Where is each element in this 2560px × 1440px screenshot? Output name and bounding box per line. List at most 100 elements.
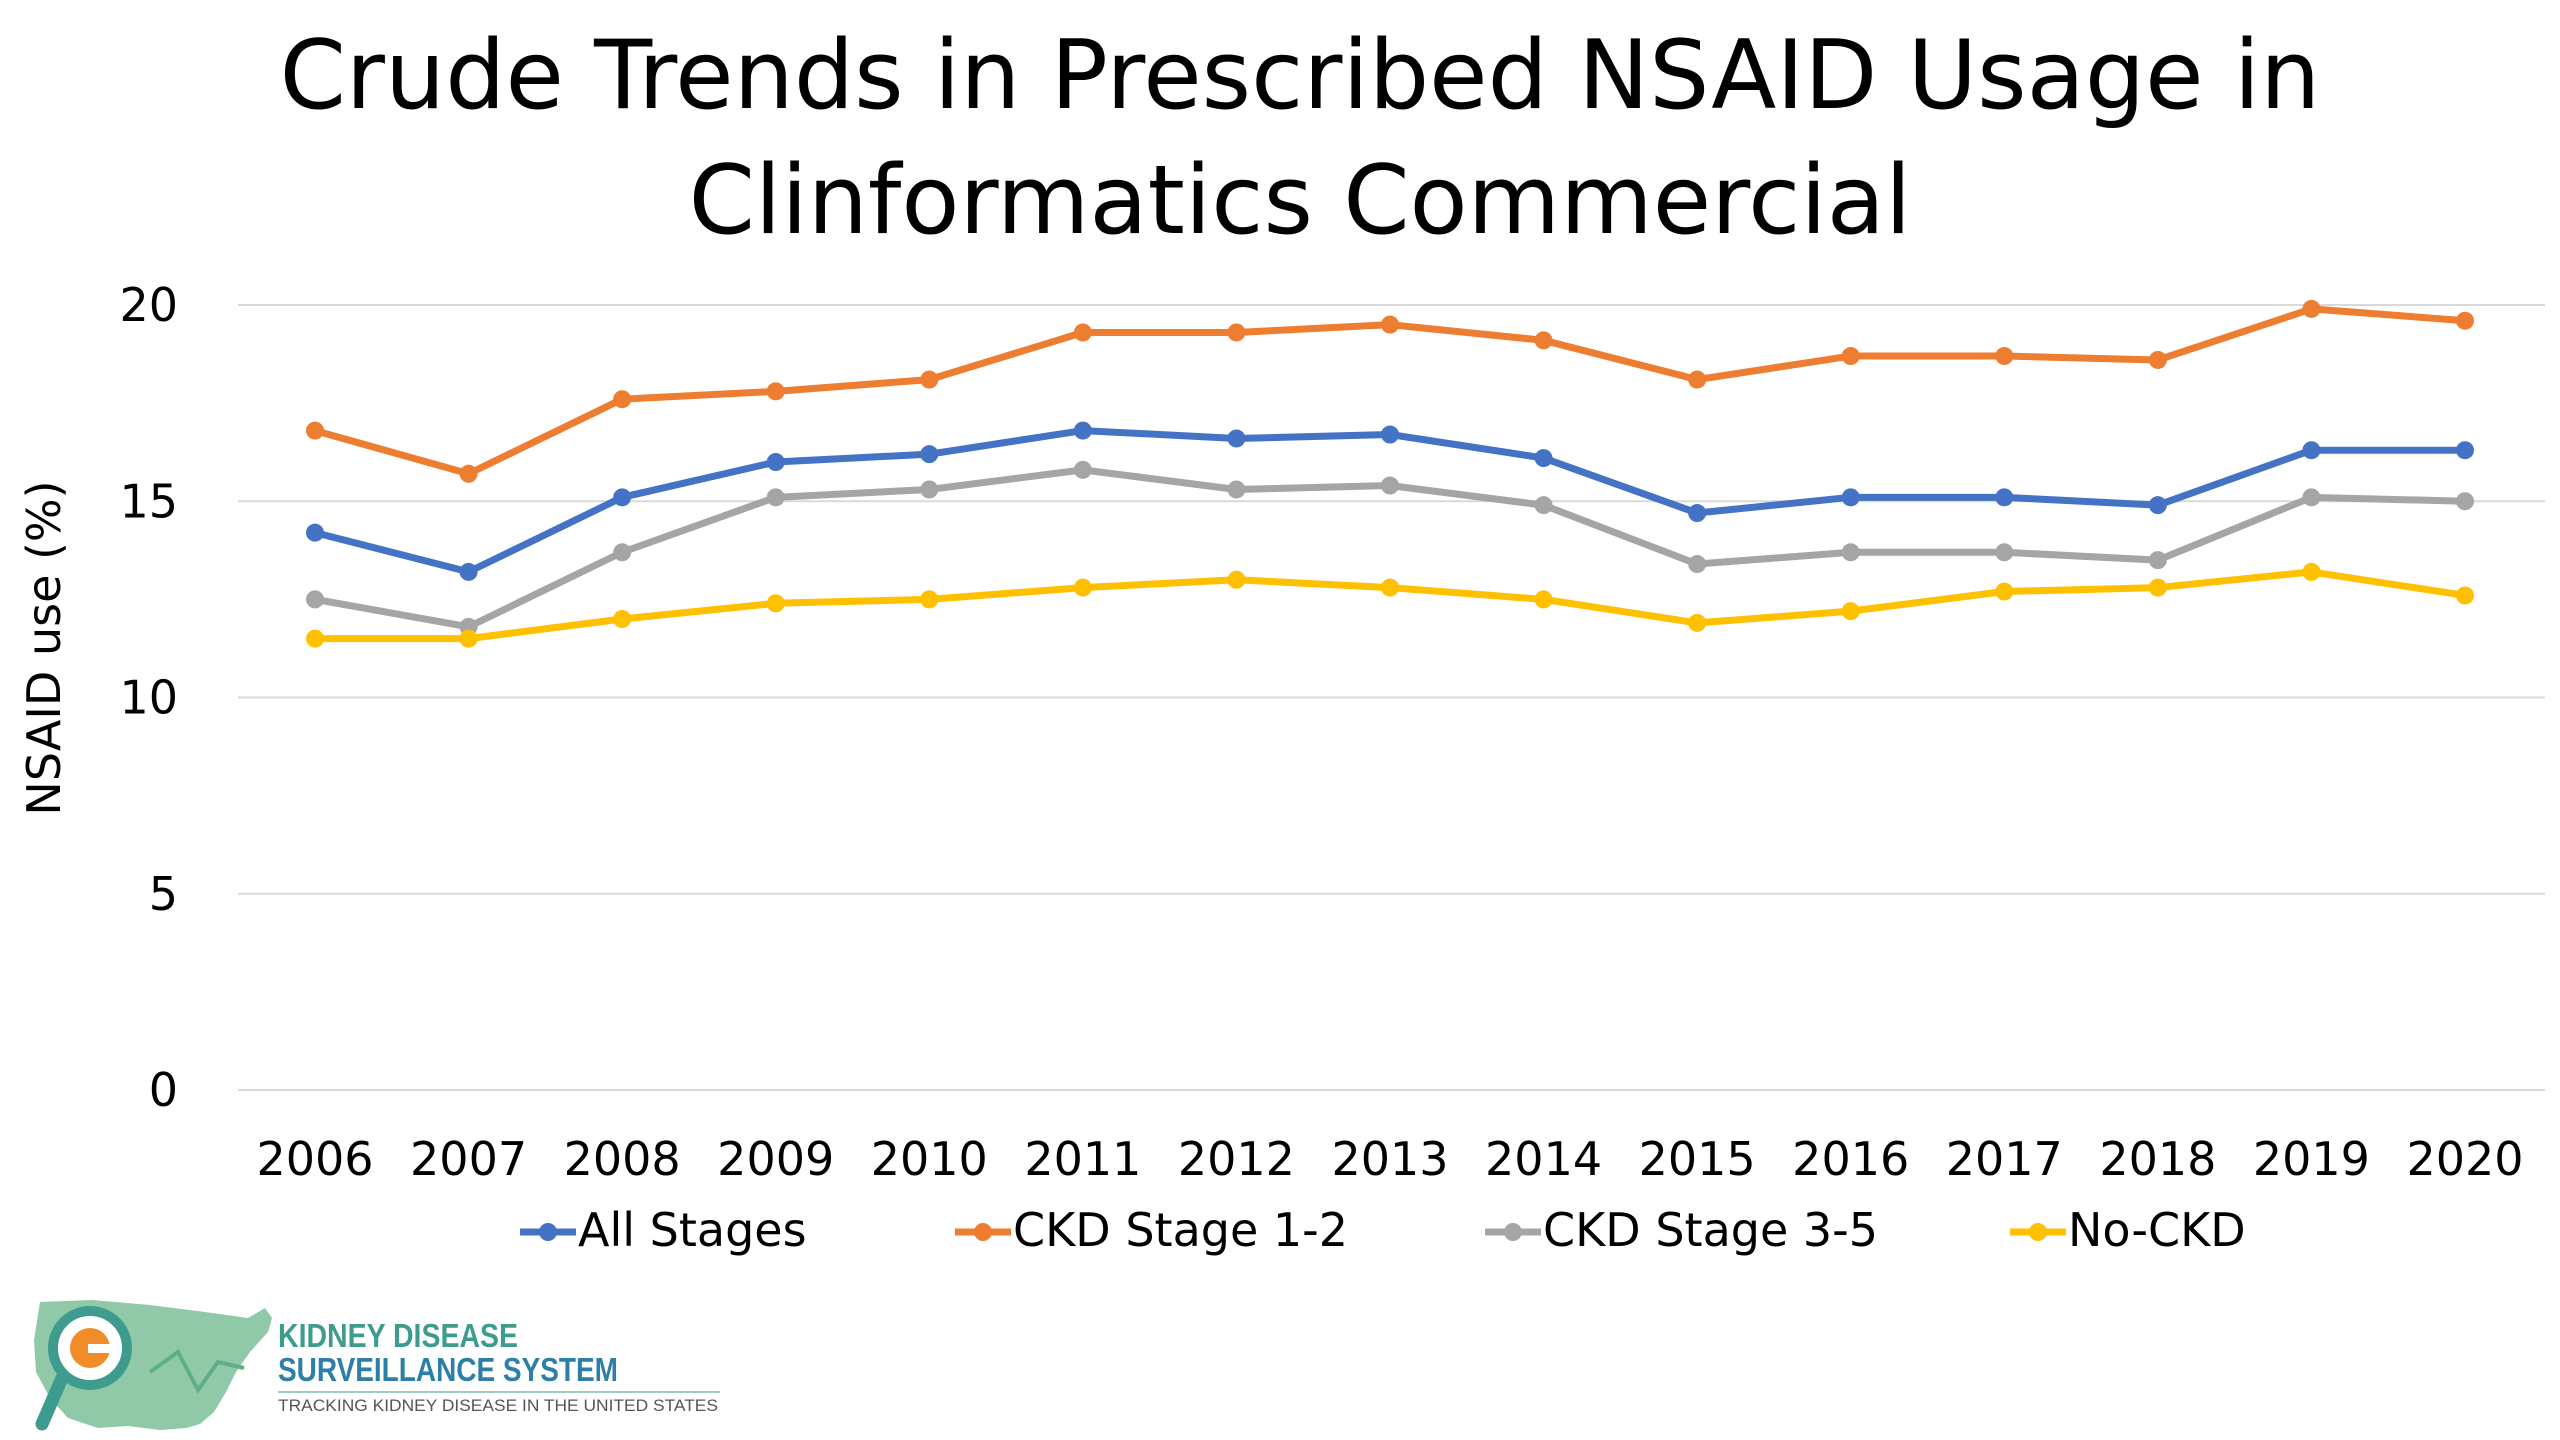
data-point	[2456, 586, 2474, 605]
data-point	[1995, 347, 2014, 366]
legend-item: CKD Stage 3-5	[1485, 1203, 1878, 1257]
data-point	[1534, 590, 1553, 609]
x-tick-label: 2006	[256, 1132, 373, 1186]
data-point	[2302, 488, 2321, 507]
data-point	[306, 523, 324, 542]
data-point	[1534, 449, 1553, 468]
data-point	[1841, 488, 1860, 507]
x-tick-label: 2010	[871, 1132, 988, 1186]
chart-title-line-2: Clinformatics Commercial	[689, 146, 1912, 256]
x-axis-tick-labels: 2006 2007 2008 2009 2010 2011 2012 2013 2014 2015…	[256, 1132, 2523, 1186]
data-point	[920, 480, 939, 499]
logo-text-tagline: TRACKING KIDNEY DISEASE IN THE UNITED ST…	[278, 1396, 718, 1415]
data-point	[920, 370, 939, 389]
series-line	[314, 305, 2466, 478]
legend-item: No-CKD	[2010, 1203, 2246, 1257]
data-point	[1073, 460, 1092, 479]
y-tick-label: 5	[149, 867, 178, 921]
data-point	[1841, 602, 1860, 621]
series-ckd-stage-1-2	[306, 299, 2474, 483]
data-point	[613, 610, 632, 628]
legend-item: All Stages	[520, 1203, 807, 1257]
data-point	[459, 464, 478, 483]
legend-swatch-marker	[539, 1223, 557, 1241]
kdss-logo: KIDNEY DISEASE SURVEILLANCE SYSTEM TRACK…	[34, 1300, 720, 1431]
x-tick-label: 2016	[1792, 1132, 1909, 1186]
legend-label: All Stages	[578, 1203, 807, 1257]
data-point	[1688, 555, 1707, 574]
data-point	[459, 629, 478, 648]
legend-swatch-marker	[2029, 1223, 2047, 1241]
legend-swatch-marker	[1504, 1223, 1522, 1241]
x-tick-label: 2020	[2406, 1132, 2523, 1186]
data-point	[2148, 350, 2167, 369]
legend-label: No-CKD	[2068, 1203, 2246, 1257]
us-map-magnifier-icon	[34, 1300, 272, 1431]
legend: All Stages CKD Stage 1-2 CKD Stage 3-5 No-C…	[520, 1203, 2246, 1257]
y-tick-label: 10	[119, 671, 178, 725]
data-point	[920, 445, 939, 464]
y-tick-label: 20	[119, 278, 178, 332]
data-point	[1381, 476, 1399, 495]
y-tick-label: 0	[149, 1063, 178, 1117]
data-point	[1534, 331, 1553, 350]
data-point	[2456, 441, 2474, 460]
data-point	[766, 453, 785, 471]
data-point	[1381, 578, 1399, 597]
data-point	[1381, 425, 1399, 444]
x-tick-label: 2008	[564, 1132, 681, 1186]
series-ckd-stage-3-5	[306, 460, 2474, 636]
data-point	[1073, 578, 1092, 597]
y-axis-title: NSAID use (%)	[17, 480, 71, 815]
data-point	[1073, 421, 1092, 440]
data-point	[1227, 429, 1246, 448]
data-point	[1688, 613, 1707, 632]
data-point	[613, 390, 632, 409]
data-point	[1841, 543, 1860, 562]
x-tick-label: 2019	[2253, 1132, 2370, 1186]
data-point	[766, 382, 785, 401]
data-point	[306, 421, 324, 440]
data-point	[1381, 315, 1399, 334]
data-point	[766, 594, 785, 613]
data-point	[1227, 480, 1246, 499]
data-point	[2456, 492, 2474, 511]
logo-text-surveillance-system: SURVEILLANCE SYSTEM	[278, 1351, 618, 1388]
data-point	[2148, 496, 2167, 515]
x-tick-label: 2013	[1331, 1132, 1448, 1186]
data-point	[1995, 488, 2014, 507]
y-axis-tick-labels: 0 5 10 15 20	[119, 278, 178, 1117]
x-tick-label: 2015	[1639, 1132, 1756, 1186]
data-point	[1073, 323, 1092, 342]
data-point	[2302, 441, 2321, 460]
x-tick-label: 2007	[410, 1132, 527, 1186]
legend-label: CKD Stage 1-2	[1013, 1203, 1348, 1257]
data-point	[1995, 543, 2014, 562]
x-tick-label: 2018	[2099, 1132, 2216, 1186]
gridlines	[238, 304, 2545, 1091]
series-all-stages	[306, 421, 2474, 581]
data-point	[1995, 582, 2014, 601]
data-point	[2302, 562, 2321, 581]
data-point	[1688, 504, 1707, 523]
series-no-ckd	[306, 562, 2474, 648]
data-point	[766, 488, 785, 507]
logo-text-kidney-disease: KIDNEY DISEASE	[278, 1317, 518, 1354]
legend-item: CKD Stage 1-2	[955, 1203, 1348, 1257]
x-tick-label: 2012	[1178, 1132, 1295, 1186]
chart-title-line-1: Crude Trends in Prescribed NSAID Usage i…	[280, 21, 2321, 131]
data-point	[2148, 551, 2167, 570]
data-point	[459, 562, 478, 581]
data-point	[1227, 323, 1246, 342]
data-point	[2302, 299, 2321, 318]
x-tick-label: 2009	[717, 1132, 834, 1186]
data-point	[1534, 496, 1553, 515]
legend-label: CKD Stage 3-5	[1543, 1203, 1878, 1257]
data-point	[306, 590, 324, 609]
data-point	[306, 629, 324, 648]
data-point	[1227, 570, 1246, 589]
y-tick-label: 15	[119, 474, 178, 528]
legend-swatch-marker	[974, 1223, 992, 1241]
data-point	[613, 488, 632, 507]
